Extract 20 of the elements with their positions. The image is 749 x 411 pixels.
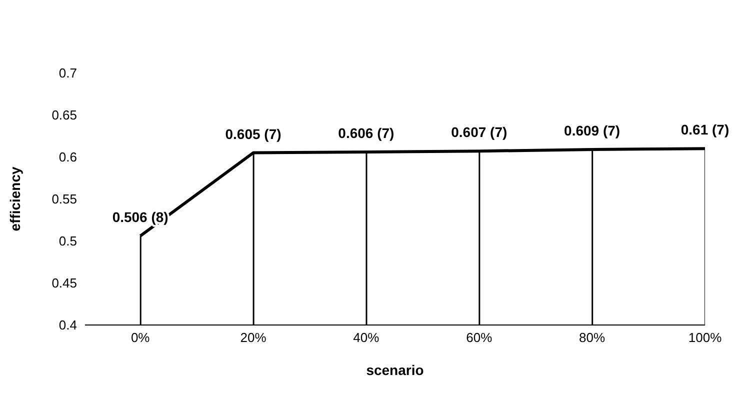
y-tick-label: 0.7	[58, 66, 77, 81]
y-tick-label: 0.6	[58, 150, 77, 165]
data-label: 0.605 (7)	[225, 126, 282, 142]
y-tick-label: 0.65	[52, 108, 77, 123]
y-tick-label: 0.45	[52, 276, 77, 291]
data-label: 0.606 (7)	[338, 124, 394, 141]
x-tick-label: 20%	[240, 330, 267, 346]
y-tick-label: 0.5	[58, 234, 77, 249]
y-tick-label: 0.55	[52, 192, 77, 207]
x-tick-label: 100%	[688, 330, 722, 346]
x-tick-label: 40%	[353, 330, 380, 346]
y-axis-title: efficiency	[6, 166, 23, 232]
x-tick-label: 60%	[466, 330, 493, 346]
data-label: 0.61 (7)	[680, 122, 730, 138]
data-label: 0.607 (7)	[451, 124, 508, 140]
x-tick-label: 80%	[579, 330, 606, 346]
data-label: 0.609 (7)	[564, 122, 620, 138]
y-tick-label: 0.4	[58, 318, 77, 333]
x-axis-title: scenario	[366, 362, 424, 378]
x-tick-label: 0%	[130, 330, 150, 346]
